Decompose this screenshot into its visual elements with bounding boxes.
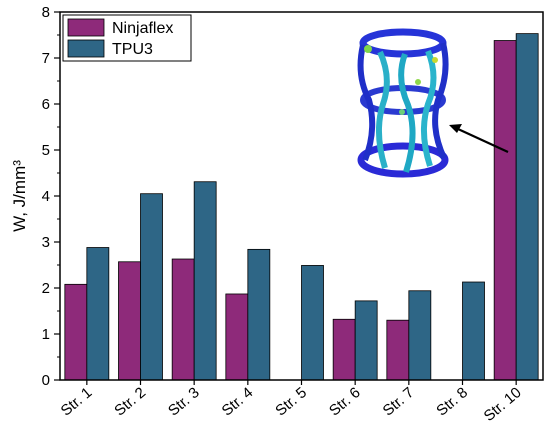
lattice-strut-2 bbox=[375, 50, 390, 169]
legend-swatch-ninjaflex bbox=[67, 18, 105, 37]
y-tick-label: 0 bbox=[42, 372, 50, 389]
lattice-strut-4 bbox=[420, 49, 437, 167]
x-tick-label: Str. 10 bbox=[481, 384, 525, 425]
bar-ninjaflex-str-2 bbox=[118, 261, 141, 381]
lattice-highlight-1 bbox=[364, 45, 372, 53]
bar-tpu3-str-1 bbox=[86, 247, 110, 381]
lattice-highlight-2 bbox=[432, 57, 438, 63]
x-tick-label: Str. 7 bbox=[380, 384, 418, 420]
y-tick-label: 3 bbox=[42, 234, 50, 251]
x-tick-label: Str. 4 bbox=[219, 384, 257, 420]
axes-layer: 0 1 2 3 4 5 6 7 8 Str. 1 Str. 2 Str. 3 Str. 4 Str. 5 S… bbox=[42, 4, 525, 425]
bar-ninjaflex-str-4 bbox=[225, 293, 249, 381]
arrow-shaft bbox=[457, 128, 509, 153]
y-tick-label: 8 bbox=[42, 4, 50, 21]
lattice-strut-5 bbox=[432, 42, 449, 160]
bar-tpu3-str-7 bbox=[408, 290, 432, 381]
y-tick-label: 6 bbox=[42, 96, 50, 113]
legend-label-tpu3: TPU3 bbox=[112, 41, 153, 58]
lattice-strut-3 bbox=[398, 52, 416, 173]
y-tick-label: 5 bbox=[42, 142, 50, 159]
x-tick-label: Str. 6 bbox=[326, 384, 364, 420]
legend-swatch-tpu3 bbox=[67, 39, 105, 58]
x-tick-label: Str. 2 bbox=[111, 384, 149, 420]
legend: Ninjaflex TPU3 bbox=[62, 14, 192, 62]
bar-tpu3-str-8 bbox=[462, 281, 485, 381]
bar-tpu3-str-3 bbox=[193, 181, 217, 381]
bar-tpu3-str-5 bbox=[301, 265, 324, 381]
bar-tpu3-str-2 bbox=[140, 193, 163, 381]
bar-ninjaflex-str-3 bbox=[171, 258, 195, 381]
lattice-highlight-3 bbox=[415, 79, 421, 85]
y-tick-label: 2 bbox=[42, 280, 50, 297]
x-tick-label: Str. 8 bbox=[433, 384, 471, 420]
bar-ninjaflex-str-1 bbox=[64, 283, 88, 381]
bar-ninjaflex-str-6 bbox=[332, 318, 356, 381]
x-tick-label: Str. 3 bbox=[165, 384, 203, 420]
lattice-highlight-4 bbox=[399, 109, 405, 115]
y-tick-label: 7 bbox=[42, 50, 50, 67]
bars-layer bbox=[64, 33, 539, 381]
bar-ninjaflex-str-7 bbox=[386, 319, 410, 381]
bar-tpu3-str-4 bbox=[247, 248, 271, 381]
x-tick-label: Str. 5 bbox=[272, 384, 310, 420]
inset-arrow bbox=[449, 124, 509, 153]
lattice-ring-bottom bbox=[357, 142, 449, 178]
legend-label-ninjaflex: Ninjaflex bbox=[112, 20, 173, 37]
arrow-head bbox=[449, 124, 462, 133]
bar-tpu3-str-10 bbox=[515, 33, 539, 381]
y-tick-label: 4 bbox=[42, 188, 50, 205]
bar-ninjaflex-str-10 bbox=[493, 40, 517, 381]
lattice-strut-1 bbox=[357, 44, 376, 162]
lattice-structure-inset bbox=[357, 28, 449, 178]
y-tick-label: 1 bbox=[42, 326, 50, 343]
x-tick-label: Str. 1 bbox=[58, 384, 96, 420]
bar-tpu3-str-6 bbox=[354, 300, 378, 381]
y-axis-label: W, J/mm³ bbox=[10, 160, 29, 232]
